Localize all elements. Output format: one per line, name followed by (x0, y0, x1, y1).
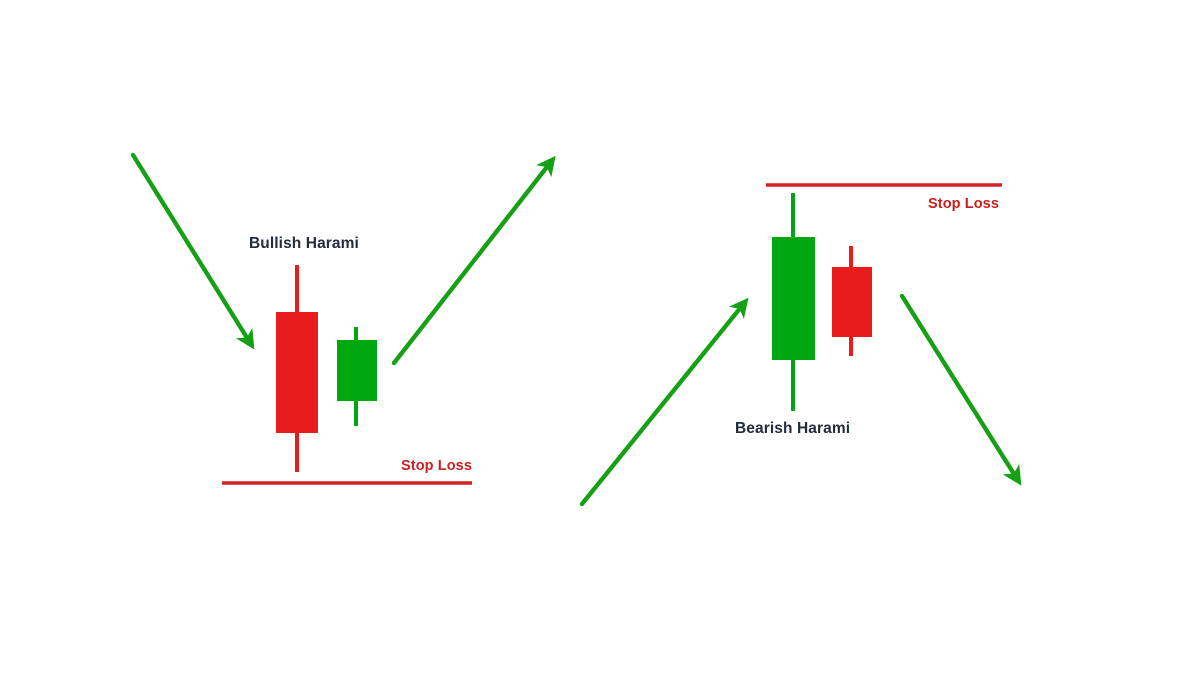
bearish-harami-label: Bearish Harami (735, 420, 851, 437)
candle-body (276, 312, 318, 433)
bearish-harami-second-candle (832, 246, 872, 356)
bullish-harami-second-candle (337, 327, 377, 426)
panel-bullish-harami (130, 152, 556, 485)
panel-bearish-harami (579, 183, 1022, 507)
uptrend-arrow (579, 297, 749, 507)
candle-body (832, 267, 872, 337)
downtrend-arrow (130, 152, 255, 350)
uptrend-arrow (391, 155, 556, 366)
bearish-harami-first-candle (772, 193, 815, 411)
bullish-harami-first-candle (276, 265, 318, 472)
bullish-harami-label: Bullish Harami (249, 235, 359, 252)
candle-body (772, 237, 815, 360)
stop-loss-label-right: Stop Loss (928, 196, 999, 212)
stop-loss-label-left: Stop Loss (401, 458, 472, 474)
downtrend-arrow (899, 293, 1022, 486)
candle-body (337, 340, 377, 401)
